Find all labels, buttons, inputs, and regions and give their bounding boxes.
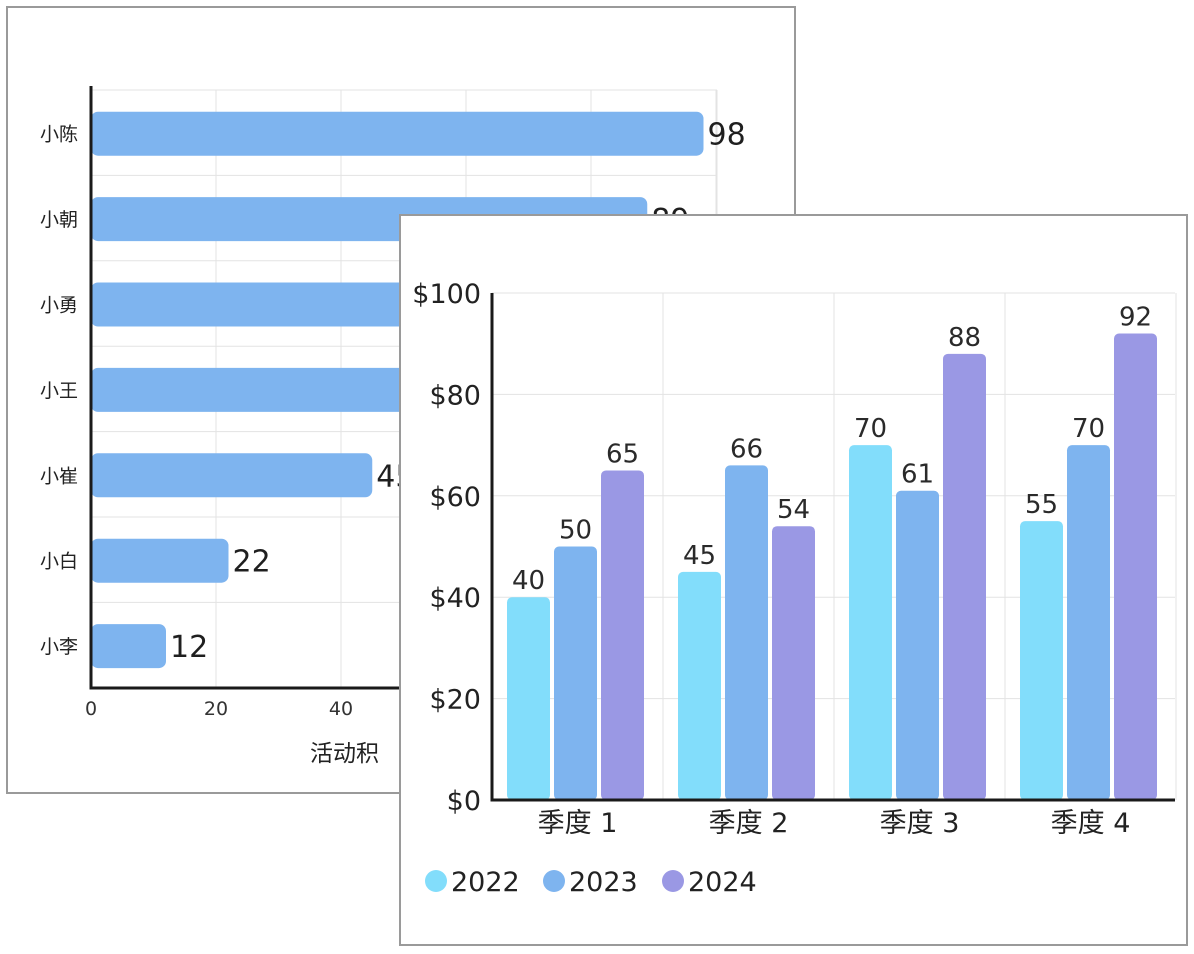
bar [91,453,373,498]
category-label: 小李 [40,636,78,658]
bar [849,445,892,800]
bar [772,526,815,800]
data-label: 70 [854,414,887,444]
data-label: 92 [1119,303,1152,333]
bar [943,353,986,800]
bar [1020,521,1063,800]
y-tick-label: $100 [412,279,481,310]
grouped-bar-chart: $0 $20 $40 $60 $80 $100 40 50 65 季度 1 45 66 54 季度 2 70… [412,279,1177,898]
data-label: 50 [559,516,592,546]
legend-label: 2023 [569,867,638,898]
legend-swatch [662,870,684,892]
bar [896,490,939,800]
data-label: 65 [606,439,639,469]
y-tick-label: $80 [429,380,481,411]
y-tick-label: $20 [429,685,481,716]
bar [91,624,166,669]
legend-swatch [543,870,565,892]
category-label: 小朝 [40,209,78,231]
bar [507,597,550,800]
data-label: 45 [683,541,716,571]
data-label: 61 [901,460,934,490]
category-label: 小白 [40,551,78,573]
legend-swatch [425,870,447,892]
data-label: 98 [708,118,746,153]
bar [91,538,229,583]
y-tick-label: $60 [429,482,481,513]
bar [1067,445,1110,800]
data-label: 66 [730,434,763,464]
bar [678,571,721,800]
y-tick-label: $0 [447,786,481,817]
data-label: 40 [512,566,545,596]
category-label: 小崔 [40,465,78,487]
category-label: 季度 2 [709,808,789,839]
category-label: 季度 1 [538,808,618,839]
data-label: 12 [170,630,208,665]
grouped-bar-chart-card: $0 $20 $40 $60 $80 $100 40 50 65 季度 1 45 66 54 季度 2 70… [399,214,1188,946]
data-label: 70 [1072,414,1105,444]
data-label: 22 [233,545,271,580]
category-label: 小勇 [40,295,78,317]
data-label: 88 [948,323,981,353]
legend-label: 2024 [688,867,757,898]
data-label: 55 [1025,490,1058,520]
bar [91,111,704,156]
category-label: 小陈 [40,124,78,146]
data-label: 54 [777,495,810,525]
bar [554,546,597,800]
x-tick-label: 40 [329,698,353,720]
category-label: 季度 4 [1051,808,1131,839]
bar [1114,333,1157,800]
legend-label: 2022 [451,867,520,898]
y-tick-label: $40 [429,583,481,614]
category-label: 季度 3 [880,808,960,839]
bar [725,465,768,800]
category-label: 小王 [40,380,78,402]
bar [601,470,644,800]
x-tick-label: 0 [85,698,97,720]
x-axis-title: 活动积 [310,741,379,767]
x-tick-label: 20 [204,698,228,720]
